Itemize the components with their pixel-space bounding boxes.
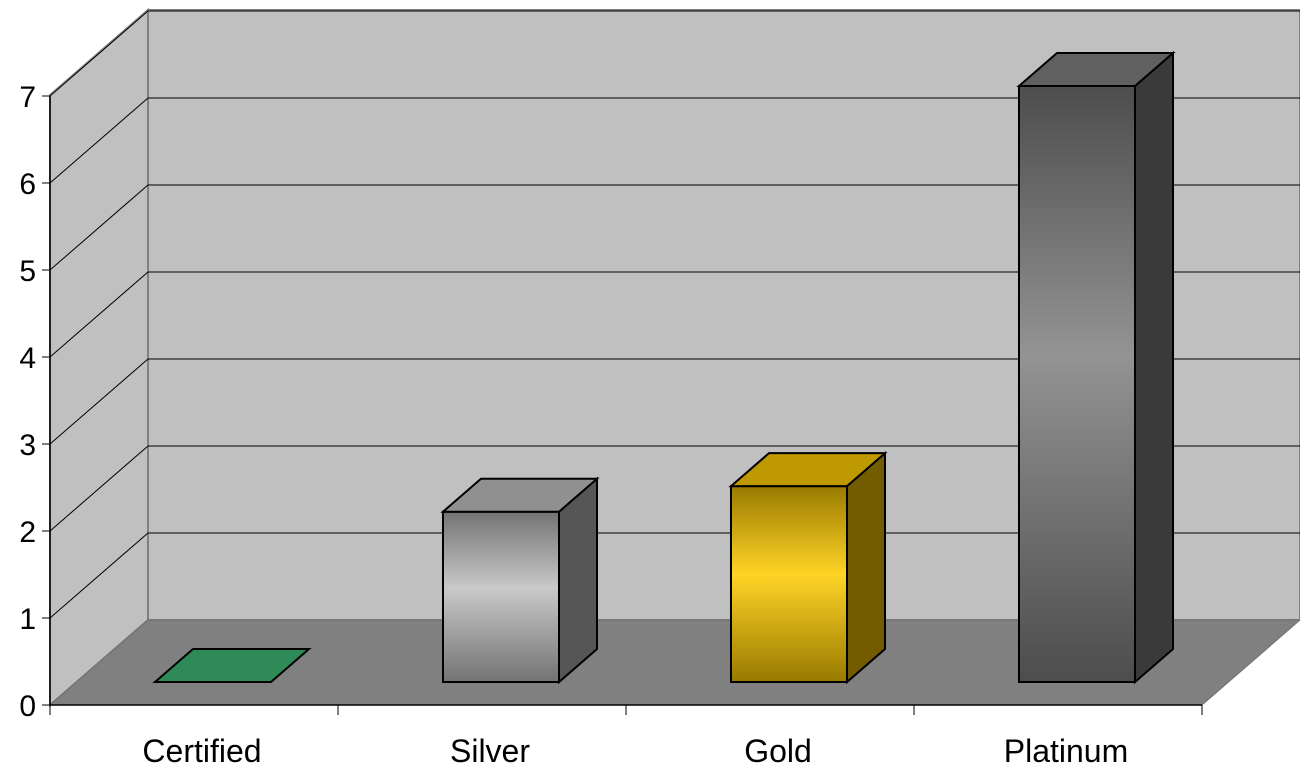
bar-gold bbox=[728, 450, 888, 685]
y-tick-label: 1 bbox=[19, 603, 36, 636]
x-category-label: Platinum bbox=[1004, 733, 1129, 769]
y-tick-label: 2 bbox=[19, 516, 36, 549]
y-tick-label: 4 bbox=[19, 342, 36, 375]
x-category-label: Gold bbox=[744, 733, 812, 769]
bar-top-face bbox=[440, 477, 600, 513]
bar-side-face bbox=[846, 450, 886, 685]
y-tick-label: 6 bbox=[19, 168, 36, 201]
gridline-diagonal bbox=[49, 358, 149, 445]
bar-top-face bbox=[728, 452, 888, 488]
bar-side-face bbox=[558, 476, 598, 685]
gridline-diagonal bbox=[49, 271, 149, 358]
y-axis-ticks: 0 1 2 3 4 5 6 7 bbox=[19, 81, 50, 723]
bar-front-face bbox=[1018, 85, 1136, 683]
bars bbox=[152, 50, 1176, 685]
axes bbox=[49, 96, 1203, 715]
bar-certified bbox=[152, 648, 312, 683]
gridline-diagonal bbox=[49, 10, 149, 97]
bar-top-face bbox=[1016, 52, 1176, 87]
chart-side-wall bbox=[49, 7, 149, 708]
bar-front-face bbox=[730, 485, 848, 683]
gridline-diagonal bbox=[49, 97, 149, 184]
y-tick-label: 3 bbox=[19, 429, 36, 462]
bar-silver bbox=[440, 476, 600, 685]
y-tick-label: 0 bbox=[19, 690, 36, 723]
bar-side-face bbox=[1134, 50, 1174, 685]
bar-platinum bbox=[1016, 50, 1176, 685]
bar-top-face bbox=[152, 648, 312, 683]
x-category-label: Certified bbox=[142, 733, 261, 769]
y-tick-label: 5 bbox=[19, 255, 36, 288]
x-category-label: Silver bbox=[450, 733, 530, 769]
gridline-diagonal bbox=[49, 445, 149, 532]
y-tick-label: 7 bbox=[19, 81, 36, 114]
gridline-diagonal bbox=[49, 532, 149, 619]
x-axis-labels: Certified Silver Gold Platinum bbox=[142, 733, 1128, 769]
bar-front-face bbox=[442, 510, 560, 684]
gridline-diagonal bbox=[49, 184, 149, 271]
